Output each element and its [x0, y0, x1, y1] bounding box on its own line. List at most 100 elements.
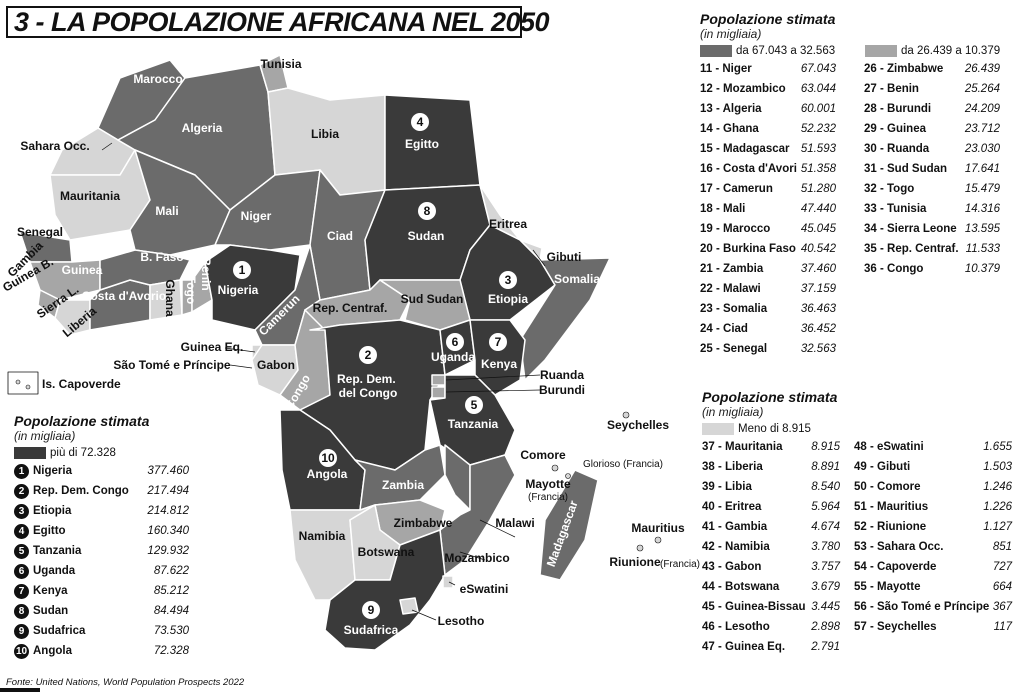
country-label: 44 - Botswana	[702, 581, 780, 593]
population-value: 17.641	[964, 163, 1000, 175]
legend-mid-heading: Popolazione stimata	[700, 11, 836, 27]
country-label: 27 - Benin	[864, 83, 919, 95]
population-value: 15.479	[964, 183, 1000, 195]
population-value: 851	[992, 541, 1012, 553]
label-sahara: Sahara Occ.	[20, 139, 89, 153]
country-label: Uganda	[33, 565, 76, 577]
legend-mid-class-high-label: da 67.043 a 32.563	[736, 45, 836, 57]
label-ghana: Ghana	[163, 279, 177, 317]
legend-low-col2: 48 - eSwatini 1.655 49 - Gibuti 1.503 50 - C…	[854, 437, 1012, 657]
country-label: 12 - Mozambico	[700, 83, 786, 95]
label-burundi: Burundi	[539, 383, 585, 397]
label-eswatini: eSwatini	[460, 582, 509, 596]
country-label: 18 - Mali	[700, 203, 746, 215]
label-uganda: Uganda	[431, 350, 475, 364]
label-gibuti: Gibuti	[547, 250, 582, 264]
population-value: 367	[992, 601, 1012, 613]
country-label: 23 - Somalia	[700, 303, 768, 315]
label-marocco: Marocco	[133, 72, 182, 86]
label-riunione: Riunione	[609, 555, 661, 569]
label-glorioso: Glorioso (Francia)	[583, 459, 663, 470]
region-capoverde-isle	[25, 384, 31, 390]
population-value: 73.530	[153, 625, 189, 637]
legend-row: 30 - Ruanda 23.030	[864, 139, 1000, 159]
legend-row: 24 - Ciad 36.452	[700, 319, 836, 339]
legend-row: 13 - Algeria 60.001	[700, 99, 836, 119]
population-value: 1.503	[983, 461, 1012, 473]
population-value: 8.891	[811, 461, 840, 473]
population-value: 1.127	[983, 521, 1012, 533]
population-value: 37.460	[800, 263, 836, 275]
country-label: 54 - Capoverde	[854, 561, 937, 573]
country-label: Etiopia	[33, 505, 72, 517]
rank-badge: 5	[14, 543, 29, 559]
label-angola: Angola	[307, 467, 348, 481]
population-value: 117	[993, 621, 1012, 633]
legend-low-sub: (in migliaia)	[702, 405, 764, 419]
region-seychelles	[622, 411, 630, 419]
country-label: 14 - Ghana	[700, 123, 759, 135]
label-ciad: Ciad	[327, 229, 353, 243]
legend-row: 38 - Liberia 8.891	[702, 457, 840, 477]
rank-badge: 1	[14, 463, 29, 479]
legend-row: 31 - Sud Sudan 17.641	[864, 159, 1000, 179]
population-value: 1.246	[983, 481, 1012, 493]
population-value: 129.932	[147, 545, 189, 557]
rank-5-marker: 5	[471, 398, 478, 412]
country-label: 39 - Libia	[702, 481, 752, 493]
label-bfaso: B. Faso	[140, 250, 183, 264]
country-label: Rep. Dem. Congo	[33, 485, 129, 497]
population-value: 60.001	[800, 103, 836, 115]
label-niger: Niger	[241, 209, 272, 223]
population-value: 14.316	[964, 203, 1000, 215]
country-label: 32 - Togo	[864, 183, 915, 195]
legend-mid-sub: (in migliaia)	[700, 27, 762, 41]
legend-mid-col1: 11 - Niger 67.043 12 - Mozambico 63.044 13 -…	[700, 59, 836, 359]
legend-row: 36 - Congo 10.379	[864, 259, 1000, 279]
legend-row: 42 - Namibia 3.780	[702, 537, 840, 557]
country-label: 38 - Liberia	[702, 461, 763, 473]
label-costa: Costa d'Avorio	[82, 289, 166, 303]
legend-row: 5 Tanzania 129.932	[14, 541, 189, 561]
legend-row: 28 - Burundi 24.209	[864, 99, 1000, 119]
rank-badge: 8	[14, 603, 29, 619]
region-mozambico	[439, 454, 516, 576]
region-sudafrica	[324, 529, 446, 651]
region-burundi	[431, 386, 446, 399]
population-value: 4.674	[811, 521, 840, 533]
label-eritrea: Eritrea	[489, 217, 527, 231]
legend-mid-class-high: da 67.043 a 32.563	[700, 45, 865, 57]
legend-row: 45 - Guinea-Bissau 3.445	[702, 597, 840, 617]
legend-row: 19 - Marocco 45.045	[700, 219, 836, 239]
label-lesotho: Lesotho	[438, 614, 485, 628]
population-value: 8.915	[811, 441, 840, 453]
legend-row: 35 - Rep. Centraf. 11.533	[864, 239, 1000, 259]
population-value: 51.358	[800, 163, 836, 175]
legend-row: 17 - Camerun 51.280	[700, 179, 836, 199]
legend-row: 18 - Mali 47.440	[700, 199, 836, 219]
population-value: 11.533	[965, 243, 1000, 255]
legend-row: 57 - Seychelles 117	[854, 617, 1012, 637]
population-value: 8.540	[811, 481, 840, 493]
country-label: Kenya	[33, 585, 68, 597]
rank-8-marker: 8	[424, 204, 431, 218]
rank-10-marker: 10	[321, 451, 335, 465]
legend-mid-class-mid-label: da 26.439 a 10.379	[901, 45, 1001, 57]
legend-row: 9 Sudafrica 73.530	[14, 621, 189, 641]
label-ruanda: Ruanda	[540, 368, 584, 382]
label-tunisia: Tunisia	[260, 57, 301, 71]
legend-row: 40 - Eritrea 5.964	[702, 497, 840, 517]
legend-row: 46 - Lesotho 2.898	[702, 617, 840, 637]
country-label: 47 - Guinea Eq.	[702, 641, 786, 653]
label-zambia: Zambia	[382, 478, 424, 492]
legend-top10-sub: (in migliaia)	[14, 429, 76, 443]
population-value: 1.226	[983, 501, 1012, 513]
label-comore: Comore	[520, 448, 566, 462]
label-sudsudan: Sud Sudan	[401, 292, 464, 306]
legend-row: 23 - Somalia 36.463	[700, 299, 836, 319]
label-algeria: Algeria	[182, 121, 223, 135]
legend-row: 22 - Malawi 37.159	[700, 279, 836, 299]
legend-row: 8 Sudan 84.494	[14, 601, 189, 621]
country-label: 17 - Camerun	[700, 183, 773, 195]
population-value: 3.679	[811, 581, 840, 593]
